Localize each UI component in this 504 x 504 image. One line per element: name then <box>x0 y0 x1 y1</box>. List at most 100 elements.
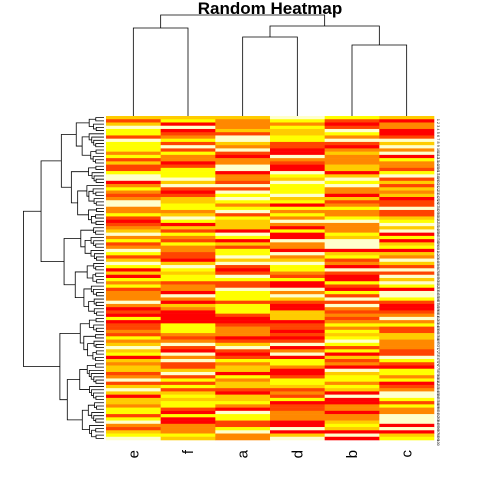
heatmap-cell <box>215 384 271 389</box>
dendrogram-link <box>92 188 104 195</box>
heatmap-cell <box>270 346 325 350</box>
heatmap-cell <box>160 184 216 188</box>
heatmap-cell <box>379 213 435 217</box>
heatmap-cell <box>379 284 435 289</box>
heatmap-cell <box>270 128 325 133</box>
row-label: 2 <box>436 122 440 124</box>
heatmap-cell <box>160 216 216 220</box>
heatmap-cell <box>270 271 325 276</box>
heatmap-cell <box>106 346 161 350</box>
heatmap-cell <box>379 394 435 399</box>
heatmap-cell <box>379 346 435 350</box>
dendrogram-link <box>95 178 104 183</box>
heatmap-cell <box>379 197 435 201</box>
heatmap-cell <box>324 349 380 353</box>
dendrogram-link <box>95 395 104 400</box>
heatmap-cell <box>160 427 216 431</box>
heatmap-cell <box>379 203 435 208</box>
heatmap-cell <box>106 232 161 237</box>
heatmap-cell <box>270 261 325 266</box>
heatmap-cell <box>160 125 216 130</box>
dendrogram-link <box>93 123 104 130</box>
heatmap-cell <box>106 174 161 178</box>
heatmap-cell <box>215 365 271 370</box>
heatmap-cell <box>379 232 435 237</box>
row-label: 26 <box>436 200 440 204</box>
heatmap-cell <box>270 138 325 143</box>
dendrogram-link <box>92 156 104 162</box>
heatmap-cell <box>215 116 271 120</box>
heatmap-cell <box>270 397 325 402</box>
heatmap-cell <box>379 297 435 301</box>
heatmap-cell <box>160 245 216 250</box>
heatmap-cell <box>106 132 161 136</box>
heatmap-cell <box>160 148 216 152</box>
heatmap-cell <box>324 333 380 337</box>
heatmap-cell <box>160 265 216 269</box>
heatmap-cell <box>270 401 325 405</box>
heatmap-cell <box>324 394 380 399</box>
heatmap-cell <box>324 384 380 389</box>
row-label: 68 <box>436 336 440 340</box>
dendrogram-link <box>93 253 104 259</box>
row-label: 73 <box>436 352 440 356</box>
dendrogram-link <box>95 126 104 131</box>
dendrogram-link <box>95 214 104 219</box>
heatmap-cell <box>106 265 161 269</box>
column-label: b <box>344 450 361 458</box>
heatmap-cell <box>106 255 161 259</box>
dendrogram-link <box>132 27 189 116</box>
heatmap-cell <box>106 274 161 279</box>
heatmap-cell <box>379 135 435 139</box>
heatmap-cell <box>324 135 380 139</box>
heatmap-cell <box>379 336 435 340</box>
heatmap-cell <box>379 226 435 230</box>
heatmap-cell <box>379 365 435 370</box>
heatmap-cell <box>379 333 435 337</box>
dendrogram-link <box>86 365 96 374</box>
heatmap-cell <box>270 391 325 395</box>
dendrogram-link <box>23 210 60 367</box>
heatmap-cell <box>106 239 161 243</box>
heatmap-cell <box>270 245 325 250</box>
heatmap-cell <box>106 352 161 357</box>
row-label: 49 <box>436 274 440 278</box>
dendrogram-link <box>93 392 104 399</box>
heatmap-cell <box>324 219 380 224</box>
row-label: 85 <box>436 391 440 395</box>
heatmap-cell <box>379 436 435 441</box>
heatmap-cell <box>106 378 161 382</box>
heatmap-cell <box>160 391 216 395</box>
dendrogram-link <box>88 319 97 328</box>
heatmap-cell <box>379 177 435 182</box>
heatmap-cell <box>379 294 435 298</box>
heatmap-cell <box>324 190 380 195</box>
heatmap-cell <box>160 235 216 240</box>
heatmap-cell <box>215 229 271 233</box>
heatmap-cell <box>324 167 380 172</box>
heatmap-cell <box>106 252 161 256</box>
heatmap-cell <box>160 333 216 337</box>
row-label: 33 <box>436 223 440 227</box>
row-label: 58 <box>436 304 440 308</box>
heatmap-cell <box>270 151 325 156</box>
heatmap-cell <box>270 203 325 208</box>
heatmap-cell <box>379 433 435 438</box>
dendrogram-link <box>95 318 104 323</box>
dendrogram-link <box>93 175 104 182</box>
heatmap-cell <box>106 430 161 434</box>
row-label: 100 <box>436 440 440 446</box>
heatmap-cell <box>106 242 161 246</box>
heatmap-cell <box>270 184 325 188</box>
heatmap-cell <box>215 381 271 386</box>
row-label: 54 <box>436 291 440 295</box>
heatmap-cell <box>215 271 271 276</box>
heatmap-cell <box>160 423 216 428</box>
heatmap-cell <box>270 148 325 152</box>
row-label: 90 <box>436 407 440 411</box>
heatmap-cell <box>379 158 435 162</box>
heatmap-cell <box>160 222 216 227</box>
heatmap-cell <box>215 174 271 178</box>
heatmap-cell <box>106 336 161 340</box>
